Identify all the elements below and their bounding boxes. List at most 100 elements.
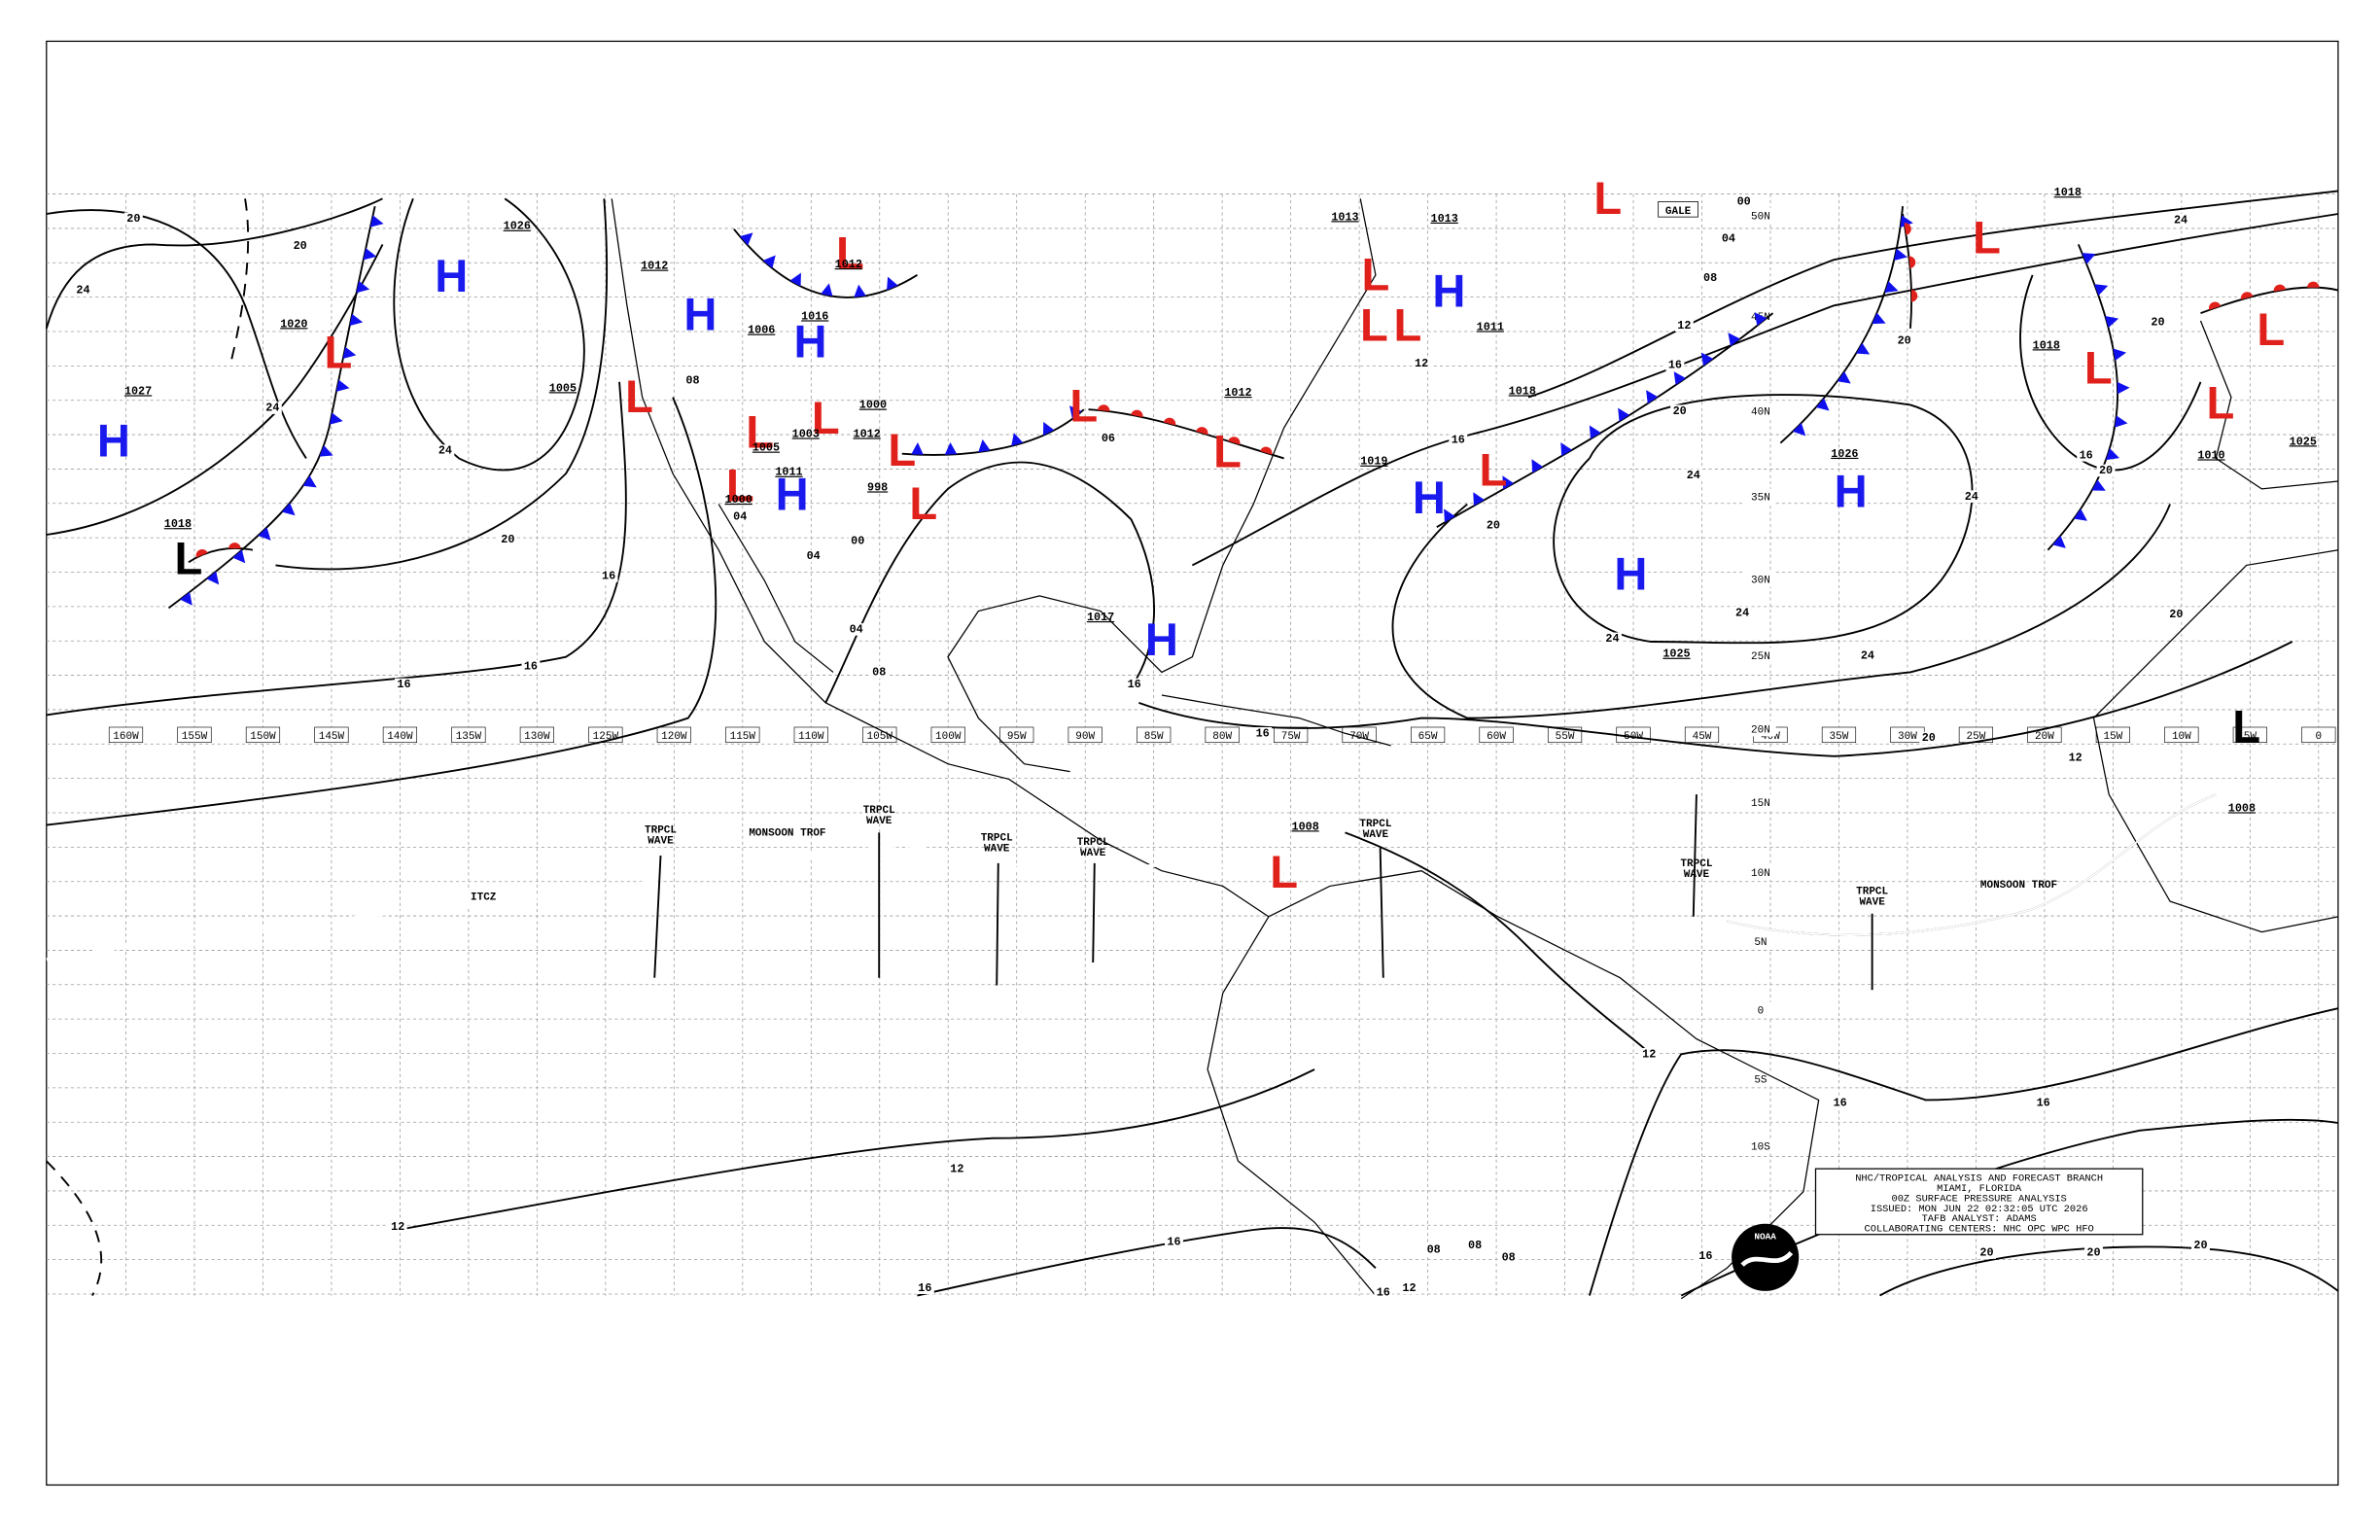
lat-label-box <box>1745 1138 1776 1154</box>
pressure-center: H <box>435 250 468 301</box>
lon-label: 90W <box>1075 731 1095 743</box>
isobar-label: 04 <box>807 549 821 563</box>
warm-front-barb <box>1904 223 1911 235</box>
pressure-center: H <box>683 288 717 339</box>
isobar-label-bg <box>1696 1249 1715 1262</box>
isobar-label: 00 <box>1737 195 1751 209</box>
tropical-wave-axis <box>1379 848 1384 978</box>
lon-label-box <box>451 726 486 744</box>
cold-front-barb <box>1872 312 1886 325</box>
isobar-label-bg <box>498 533 517 545</box>
isobar-label-bg <box>2034 1097 2053 1109</box>
lon-label-box <box>1068 726 1102 744</box>
isobar-label: 12 <box>1642 1047 1656 1061</box>
isobar <box>1138 641 2293 757</box>
isobar-label-bg <box>2171 214 2190 227</box>
isobar-label-bg <box>1449 434 1468 446</box>
isobar-label: 08 <box>1703 271 1717 285</box>
coastline <box>1161 694 1391 747</box>
isobar <box>46 397 718 826</box>
coastline <box>2092 549 2339 933</box>
pressure-center: L <box>2207 376 2235 428</box>
pressure-center: L <box>746 405 774 457</box>
pressure-center: L <box>1973 212 2001 263</box>
lat-label: 40N <box>1751 407 1770 419</box>
isobar-label: 20 <box>1898 334 1911 348</box>
lon-label: 135W <box>456 731 482 743</box>
isobar-label-bg <box>521 659 541 673</box>
pressure-center: L <box>726 459 754 510</box>
pressure-center: L <box>1069 380 1098 432</box>
cold-front-barb <box>821 283 833 297</box>
isobar-label: 16 <box>1256 726 1270 740</box>
isobar <box>1879 1245 2339 1297</box>
isobar-label: 16 <box>524 659 538 673</box>
lat-label-box <box>1745 648 1776 663</box>
isobar-label-bg <box>1603 632 1622 646</box>
cold-front-barb <box>330 412 343 425</box>
lat-label: 15N <box>1751 798 1770 810</box>
pressure-center: L <box>175 533 203 584</box>
pressure-center: L <box>2084 341 2113 393</box>
cold-front-barb <box>2117 381 2130 395</box>
cold-front-barb <box>1444 508 1455 523</box>
pressure-value: 1020 <box>280 317 307 331</box>
warm-front-barb <box>2209 301 2222 310</box>
cold-front <box>901 408 1085 456</box>
coastline <box>2199 320 2338 490</box>
warm-front-barb <box>1228 437 1241 445</box>
cold-front-barb <box>2094 284 2109 297</box>
lat-label: 5S <box>1754 1074 1768 1086</box>
isobar-label-bg <box>2096 464 2116 477</box>
lon-label-box <box>2232 726 2267 744</box>
tropical-wave-label: WAVE <box>1859 896 1885 908</box>
tropical-wave-label: TRPCL <box>1077 837 1109 849</box>
warm-front-barb <box>1908 256 1916 269</box>
pressure-value: 1000 <box>859 399 887 412</box>
warm-front-barb <box>195 549 208 558</box>
isobar-label-bg <box>1978 1246 1996 1259</box>
isobar-label-bg <box>1895 334 1914 347</box>
lon-label: 85W <box>1144 731 1164 743</box>
lon-label-box <box>382 726 418 744</box>
cold-front-barb <box>1011 433 1024 446</box>
pressure-value: 1018 <box>2054 186 2082 199</box>
lat-label: 35N <box>1751 493 1770 505</box>
isobar-label: 16 <box>1452 434 1465 447</box>
lat-label-box <box>1745 1001 1776 1018</box>
lon-label: 140W <box>387 731 413 743</box>
isobar-label: 20 <box>2099 464 2113 477</box>
pressure-value: 1012 <box>641 260 668 273</box>
lon-label: 35W <box>1830 731 1849 743</box>
isobar-label-bg <box>1165 1236 1183 1248</box>
lon-label: 115W <box>730 731 756 743</box>
info-line: ISSUED: MON JUN 22 02:32:05 UTC 2026 <box>1871 1204 2088 1215</box>
cold-front-barb <box>2106 448 2120 461</box>
isobar-label: 16 <box>2037 1097 2050 1110</box>
isobar-label-bg <box>1125 678 1144 691</box>
lat-label-box <box>1745 864 1776 881</box>
pressure-center: L <box>325 327 353 378</box>
tropical-wave-axis <box>653 855 662 978</box>
lon-label: 0 <box>2316 731 2323 743</box>
lat-label: 0 <box>1758 1006 1765 1018</box>
warm-front-barb <box>1260 446 1273 455</box>
lon-label: 120W <box>661 731 687 743</box>
isobar-label: 12 <box>1402 1281 1416 1295</box>
lat-label: 50N <box>1751 212 1770 224</box>
isobar-label-bg <box>1831 1097 1850 1109</box>
isobar <box>1391 503 2171 719</box>
pressure-center: L <box>888 424 916 475</box>
troughs <box>46 793 2217 991</box>
lon-label-box <box>1479 726 1514 744</box>
pressure-center: L <box>1270 846 1298 897</box>
lon-label: 60W <box>1487 731 1506 743</box>
lon-label: 100W <box>935 731 962 743</box>
pressure-center: L <box>812 392 840 443</box>
isobar-label: 08 <box>1427 1243 1441 1257</box>
lon-label-box <box>519 726 554 744</box>
isobar-label-bg <box>2066 752 2085 764</box>
pressure-center: L <box>836 227 864 278</box>
lon-label: 155W <box>182 731 208 743</box>
